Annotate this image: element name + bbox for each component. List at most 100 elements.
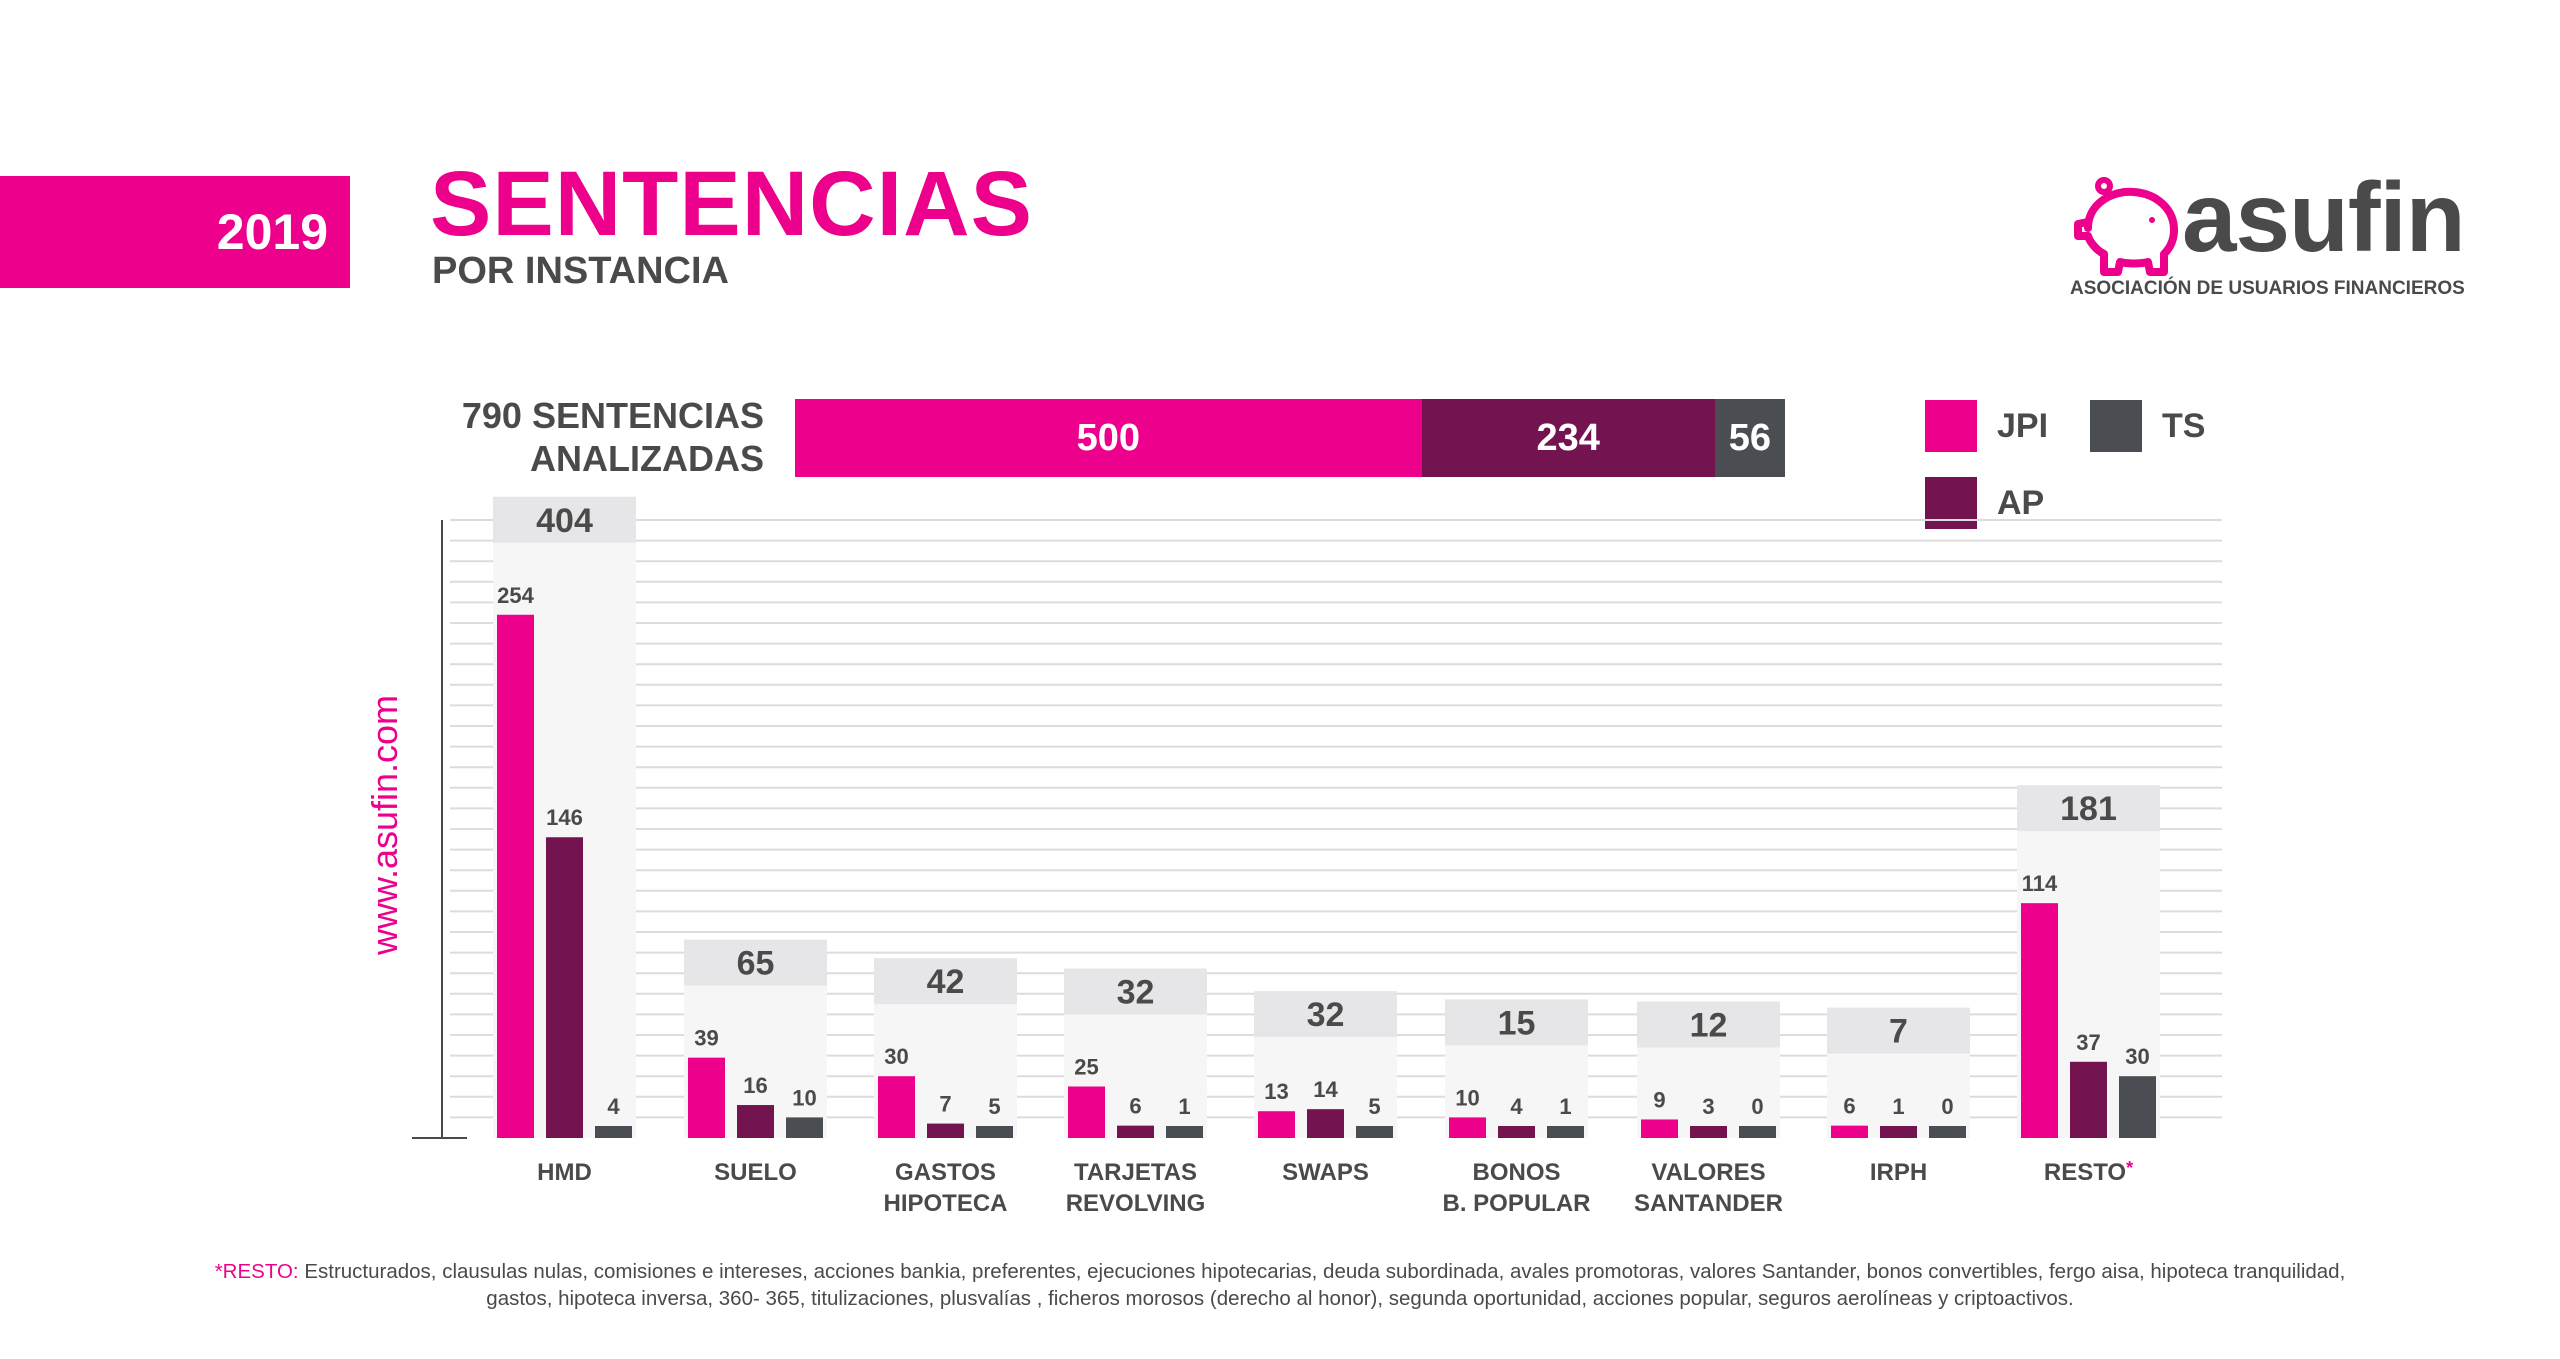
bar-value-label: 5 (1368, 1094, 1380, 1119)
bar-value-label: 30 (2125, 1044, 2149, 1069)
bar-value-label: 10 (1455, 1085, 1479, 1110)
bar-value-label: 6 (1129, 1094, 1141, 1119)
footnote-line2: gastos, hipoteca inversa, 360- 365, titu… (486, 1287, 2074, 1310)
legend-item-jpi: JPI (1925, 400, 2048, 452)
bar-value-label: 5 (988, 1094, 1000, 1119)
category-footnote-mark: * (2126, 1158, 2133, 1178)
category-label: HMD (537, 1159, 592, 1186)
total-label: 181 (2060, 790, 2117, 828)
footnote: *RESTO: Estructurados, clausulas nulas, … (60, 1258, 2500, 1312)
category-label: TARJETAS (1074, 1159, 1197, 1186)
bar-ts (1166, 1126, 1203, 1138)
total-label: 12 (1690, 1006, 1728, 1044)
total-box (874, 958, 1017, 1005)
bar-value-label: 39 (694, 1026, 718, 1051)
bar-jpi (497, 614, 534, 1138)
total-label: 32 (1117, 974, 1155, 1012)
bar-ap (1117, 1125, 1154, 1138)
bar-jpi (688, 1057, 725, 1138)
total-box (1827, 1007, 1970, 1054)
category-label: SUELO (714, 1159, 797, 1186)
bar-ap (737, 1105, 774, 1138)
bar-value-label: 0 (1941, 1094, 1953, 1119)
bar-value-label: 1 (1178, 1094, 1190, 1119)
bar-ap (2070, 1061, 2107, 1138)
legend-swatch-ts (2090, 400, 2142, 452)
bar-value-label: 4 (607, 1094, 620, 1119)
total-label-line1: 790 SENTENCIAS (461, 395, 764, 436)
total-box (1254, 991, 1397, 1038)
total-box (1445, 999, 1588, 1046)
bar-ap (1307, 1109, 1344, 1138)
total-label: 65 (737, 945, 775, 983)
bar-jpi (1641, 1119, 1678, 1138)
year-badge: 2019 (0, 176, 350, 288)
bar-jpi (1449, 1117, 1486, 1138)
total-box (684, 939, 827, 986)
bar-ap (927, 1123, 964, 1138)
total-label: 404 (536, 502, 593, 540)
bar-ap (546, 837, 583, 1138)
bar-value-label: 146 (546, 805, 583, 830)
summary-segment-ts: 56 (1714, 399, 1785, 477)
total-box (1064, 968, 1207, 1015)
bar-jpi (1068, 1086, 1105, 1138)
legend-label-ts: TS (2162, 406, 2206, 445)
category-label: SWAPS (1282, 1159, 1369, 1186)
total-box (2017, 785, 2160, 832)
bar-value-label: 37 (2076, 1030, 2100, 1055)
brand-logo: asufin ASOCIACIÓN DE USUARIOS FINANCIERO… (2070, 168, 2470, 306)
bar-value-label: 16 (743, 1073, 767, 1098)
bar-value-label: 1 (1892, 1094, 1904, 1119)
legend-label-jpi: JPI (1997, 406, 2049, 445)
footnote-label: *RESTO: (214, 1260, 299, 1283)
legend-item-ts: TS (2090, 400, 2205, 452)
brand-tagline: ASOCIACIÓN DE USUARIOS FINANCIEROS (2070, 278, 2465, 299)
total-box (493, 496, 636, 543)
category-label: B. POPULAR (1442, 1190, 1590, 1217)
bar-value-label: 3 (1702, 1094, 1714, 1119)
legend-label-ap: AP (1997, 483, 2045, 522)
bar-value-label: 1 (1559, 1094, 1571, 1119)
category-label: RESTO* (2044, 1158, 2133, 1186)
piggy-bank-icon (2074, 177, 2178, 276)
bar-ap (1498, 1126, 1535, 1138)
category-label: IRPH (1870, 1159, 1927, 1186)
brand-name: asufin (2182, 162, 2466, 272)
bar-jpi (1258, 1111, 1295, 1138)
bar-ts (1739, 1126, 1776, 1138)
bar-value-label: 30 (884, 1044, 908, 1069)
category-label: BONOS (1472, 1159, 1560, 1186)
bar-value-label: 6 (1843, 1094, 1855, 1119)
bar-ts (976, 1126, 1013, 1138)
total-label-line2: ANALIZADAS (530, 438, 764, 479)
bar-value-label: 254 (497, 583, 534, 608)
bar-value-label: 13 (1264, 1079, 1288, 1104)
bar-ts (2119, 1076, 2156, 1138)
bar-jpi (2021, 903, 2058, 1138)
category-label: GASTOS (895, 1159, 996, 1186)
total-sentences-label: 790 SENTENCIAS ANALIZADAS (380, 394, 764, 480)
category-label: VALORES (1651, 1159, 1765, 1186)
bar-value-label: 10 (792, 1085, 816, 1110)
summary-segment-ap: 234 (1421, 399, 1715, 477)
page-title: SENTENCIAS (430, 153, 1033, 255)
page-subtitle: POR INSTANCIA (432, 250, 729, 292)
bar-value-label: 4 (1510, 1094, 1523, 1119)
bar-value-label: 9 (1653, 1087, 1665, 1112)
legend-swatch-jpi (1925, 400, 1977, 452)
category-label: REVOLVING (1066, 1190, 1206, 1217)
chart-legend: JPI TS AP (1925, 400, 2225, 530)
bar-ts (1356, 1126, 1393, 1138)
bar-ts (1929, 1126, 1966, 1138)
total-label: 32 (1307, 996, 1345, 1034)
total-box (1637, 1001, 1780, 1048)
bar-ap (1880, 1126, 1917, 1138)
bar-ts (595, 1126, 632, 1138)
category-label: SANTANDER (1634, 1190, 1783, 1217)
bar-ts (1547, 1126, 1584, 1138)
summary-segment-jpi: 500 (795, 399, 1422, 477)
bar-value-label: 0 (1751, 1094, 1763, 1119)
bar-value-label: 14 (1313, 1077, 1338, 1102)
